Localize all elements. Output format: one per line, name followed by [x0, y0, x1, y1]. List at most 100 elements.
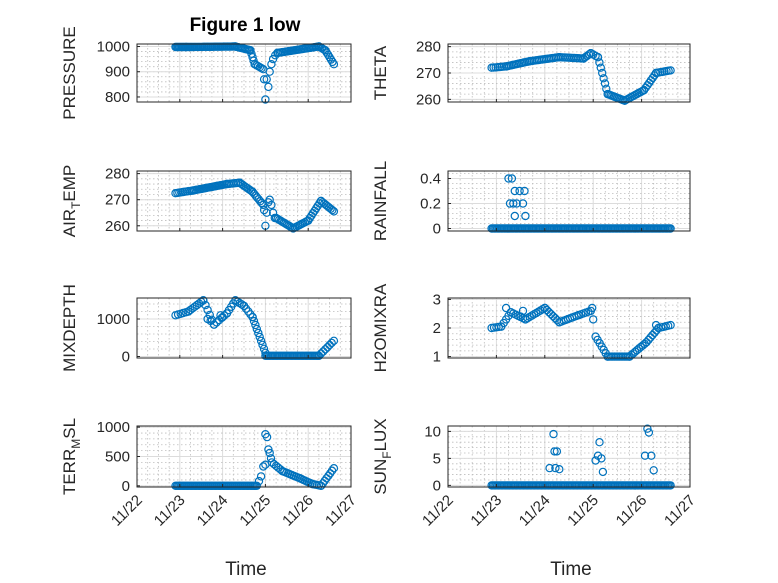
- y-tick-label: 0: [122, 478, 130, 495]
- y-label-rest: SL: [60, 418, 79, 439]
- y-tick-label: 280: [105, 166, 130, 183]
- y-tick-label: 900: [105, 64, 130, 81]
- y-axis-label: MIXDEPTH: [60, 284, 79, 372]
- data-point: [649, 466, 658, 475]
- data-point: [555, 465, 564, 474]
- data-point: [553, 316, 562, 325]
- data-point: [259, 200, 268, 210]
- data-point: [504, 174, 513, 183]
- y-tick-label: 1: [433, 349, 441, 366]
- data-point: [598, 68, 607, 78]
- y-label-subscript: F: [380, 451, 394, 458]
- data-point: [599, 74, 608, 83]
- x-tick-label: 11/25: [564, 492, 602, 530]
- y-label-main: TERR: [60, 449, 79, 495]
- data-point: [545, 463, 554, 473]
- y-tick-label: 0: [433, 221, 441, 238]
- y-tick-label: 270: [416, 65, 441, 82]
- data-point: [254, 476, 264, 486]
- data-point: [512, 199, 521, 208]
- data-point: [249, 56, 258, 65]
- data-point: [589, 315, 598, 324]
- data-point: [329, 207, 339, 216]
- data-point: [651, 320, 661, 330]
- subplot-1: 800 900 1000 PRESSURE Figure 1 low: [60, 15, 352, 120]
- data-point: [595, 438, 604, 447]
- y-axis-label: AIRTEMP: [60, 165, 83, 238]
- x-tick-label: 11/25: [236, 492, 274, 530]
- data-point: [265, 448, 274, 458]
- data-point: [647, 451, 656, 460]
- figure-title: Figure 1 low: [190, 15, 301, 36]
- x-tick-label: 11/22: [108, 492, 146, 530]
- x-tick-label: 11/26: [613, 492, 651, 530]
- y-axis-label: RAINFALL: [371, 161, 390, 241]
- data-point: [518, 199, 528, 208]
- data-point: [256, 472, 266, 481]
- data-point: [216, 311, 225, 320]
- data-point: [267, 200, 276, 210]
- data-point: [252, 481, 261, 490]
- data-point: [261, 460, 270, 469]
- y-label-subscript: T: [69, 201, 83, 209]
- x-axis-label: Time: [225, 559, 267, 580]
- data-point: [510, 211, 519, 221]
- data-point: [328, 205, 337, 215]
- y-label-main: SUN: [371, 459, 390, 495]
- data-point: [327, 466, 337, 475]
- axes-frame: [136, 297, 352, 359]
- data-point: [237, 300, 247, 309]
- data-point: [218, 312, 227, 322]
- y-tick-label: 500: [105, 449, 130, 466]
- subplot-8: 0 5 10 SUNFLUX 11/22 11/23 11/24 11/25 11/26 11/2…: [371, 418, 699, 580]
- data-point: [666, 481, 675, 490]
- data-point: [593, 53, 603, 62]
- y-tick-label: 5: [433, 450, 441, 467]
- data-point: [203, 305, 212, 315]
- y-tick-label: 800: [105, 89, 130, 106]
- data-point: [206, 316, 215, 326]
- y-tick-label: 1000: [97, 419, 130, 436]
- y-tick-label: 10: [424, 423, 441, 440]
- data-point: [264, 82, 273, 92]
- axes-frame: [447, 425, 691, 488]
- data-point: [259, 75, 269, 84]
- x-tick-label: 11/27: [322, 492, 360, 530]
- data-point: [666, 66, 675, 75]
- data-point: [231, 296, 240, 305]
- x-tick-label: 11/26: [279, 492, 317, 530]
- data-point: [329, 464, 339, 473]
- y-tick-label: 260: [105, 218, 130, 235]
- data-point: [329, 59, 339, 69]
- y-axis-label: SUNFLUX: [371, 418, 394, 494]
- subplot-4: 0 0.2 0.4 RAINFALL: [371, 161, 691, 241]
- axes-frame: [136, 170, 352, 232]
- data-point: [266, 454, 276, 463]
- y-tick-label: 0: [433, 477, 441, 494]
- y-tick-label: 0.4: [420, 171, 441, 188]
- data-point: [520, 186, 529, 196]
- data-point: [600, 79, 610, 88]
- data-point: [588, 303, 597, 313]
- data-point: [666, 320, 675, 330]
- y-tick-label: 280: [416, 39, 441, 56]
- data-point: [261, 95, 270, 104]
- y-tick-label: 3: [433, 291, 441, 308]
- data-point: [205, 310, 214, 320]
- data-point: [640, 451, 650, 460]
- data-point: [666, 224, 675, 233]
- data-point: [314, 351, 324, 360]
- y-tick-label: 2: [433, 320, 441, 337]
- data-point: [262, 432, 272, 442]
- data-point: [220, 311, 229, 320]
- y-tick-label: 270: [105, 192, 130, 209]
- data-point: [262, 208, 271, 217]
- axes-frame: [447, 170, 691, 232]
- data-point: [515, 186, 524, 196]
- x-tick-label: 11/24: [194, 492, 232, 530]
- y-label-rest: EMP: [60, 165, 79, 202]
- data-point: [254, 328, 263, 338]
- data-point: [199, 296, 208, 305]
- data-point: [591, 456, 600, 465]
- data-point: [643, 424, 652, 433]
